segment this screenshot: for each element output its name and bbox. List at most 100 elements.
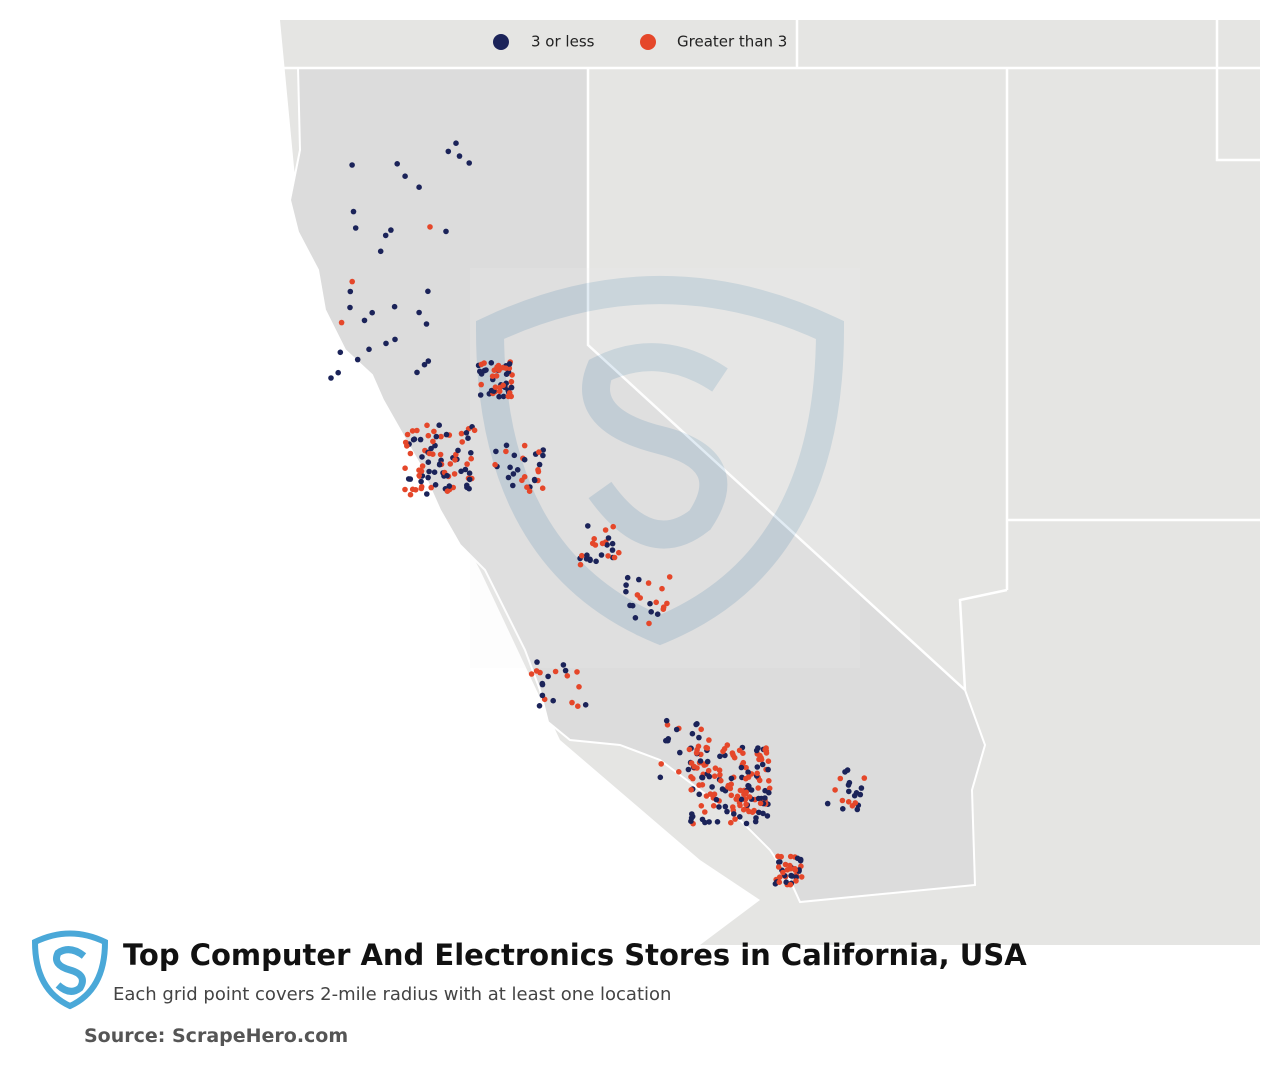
location-dot <box>837 775 844 782</box>
location-dot <box>352 225 359 231</box>
location-dot <box>477 392 484 398</box>
location-dot <box>792 867 799 873</box>
location-dot <box>414 369 420 376</box>
location-dot <box>664 600 670 607</box>
location-dot <box>453 140 459 146</box>
location-dot <box>623 582 629 588</box>
location-dot <box>489 373 496 380</box>
location-dot <box>418 478 424 485</box>
location-dot <box>738 764 745 771</box>
location-dot <box>377 248 384 255</box>
location-dot <box>458 430 465 437</box>
location-dot <box>505 393 512 400</box>
logo <box>31 930 109 1010</box>
legend-label: 3 or less <box>531 33 595 51</box>
location-dot <box>425 474 431 481</box>
location-dot <box>452 457 458 463</box>
location-dot <box>438 433 444 440</box>
location-dot <box>519 477 525 484</box>
location-dot <box>531 477 538 484</box>
location-dot <box>707 791 714 797</box>
location-dot <box>404 431 411 438</box>
location-dot <box>423 321 430 327</box>
location-dot <box>349 162 355 168</box>
location-dot <box>743 801 749 808</box>
location-dot <box>688 787 694 793</box>
location-dot <box>444 488 451 495</box>
location-dot <box>698 726 704 733</box>
location-dot <box>754 764 761 770</box>
location-dot <box>743 820 750 827</box>
location-dot <box>693 749 700 756</box>
california <box>288 67 987 904</box>
location-dot <box>500 393 507 400</box>
location-dot <box>627 602 633 609</box>
location-dot <box>425 432 432 439</box>
location-dot <box>743 764 749 771</box>
legend: 3 or less Greater than 3 <box>493 33 787 51</box>
location-dot <box>466 160 473 166</box>
location-dot <box>509 372 515 378</box>
location-dot <box>845 782 852 788</box>
location-dot <box>521 456 528 463</box>
location-dot <box>443 228 449 235</box>
location-dot <box>582 702 589 708</box>
location-dot <box>754 770 760 777</box>
location-dot <box>575 703 581 709</box>
location-dot <box>511 452 518 459</box>
location-dot <box>425 288 431 295</box>
location-dot <box>657 774 664 781</box>
location-dot <box>737 814 743 820</box>
location-dot <box>713 796 720 803</box>
location-dot <box>764 813 771 819</box>
location-dot <box>724 808 730 815</box>
location-dot <box>766 778 772 784</box>
location-dot <box>840 806 846 812</box>
location-dot <box>431 469 438 476</box>
location-dot <box>698 803 705 809</box>
location-dot <box>728 792 735 799</box>
location-dot <box>418 483 425 490</box>
location-dot <box>466 476 473 483</box>
location-dot <box>533 668 540 674</box>
location-dot <box>545 673 551 680</box>
location-dot <box>593 558 599 565</box>
location-dot <box>706 819 712 825</box>
location-dot <box>746 808 752 815</box>
location-dot <box>728 775 735 782</box>
location-dot <box>428 445 434 452</box>
location-dot <box>686 746 693 753</box>
location-dot <box>416 472 423 479</box>
location-dot <box>421 361 428 368</box>
location-dot <box>756 809 762 816</box>
location-dot <box>445 148 452 155</box>
location-dot <box>583 556 590 562</box>
location-dot <box>468 455 475 462</box>
location-dot <box>443 431 450 438</box>
location-dot <box>407 491 414 498</box>
location-dot <box>695 743 702 750</box>
location-dot <box>337 349 344 356</box>
location-dot <box>510 471 517 477</box>
location-dot <box>402 486 408 493</box>
location-dot <box>694 721 700 727</box>
location-dot <box>455 447 461 454</box>
location-dot <box>536 449 542 455</box>
state-borders <box>280 20 1260 691</box>
location-dot <box>778 853 784 860</box>
location-dot <box>417 436 424 443</box>
legend-label: Greater than 3 <box>677 33 787 51</box>
location-dot <box>462 466 469 473</box>
location-dot <box>483 367 489 373</box>
location-dot <box>492 384 499 391</box>
title: Top Computer And Electronics Stores in C… <box>123 938 1027 972</box>
location-dot <box>757 752 763 759</box>
location-dot <box>775 864 782 870</box>
location-dot <box>507 464 513 471</box>
location-dot <box>451 471 458 477</box>
location-dot <box>701 762 708 768</box>
location-dot <box>604 542 610 548</box>
location-dot <box>410 436 417 443</box>
location-dot <box>755 795 762 802</box>
location-dot <box>673 726 680 733</box>
